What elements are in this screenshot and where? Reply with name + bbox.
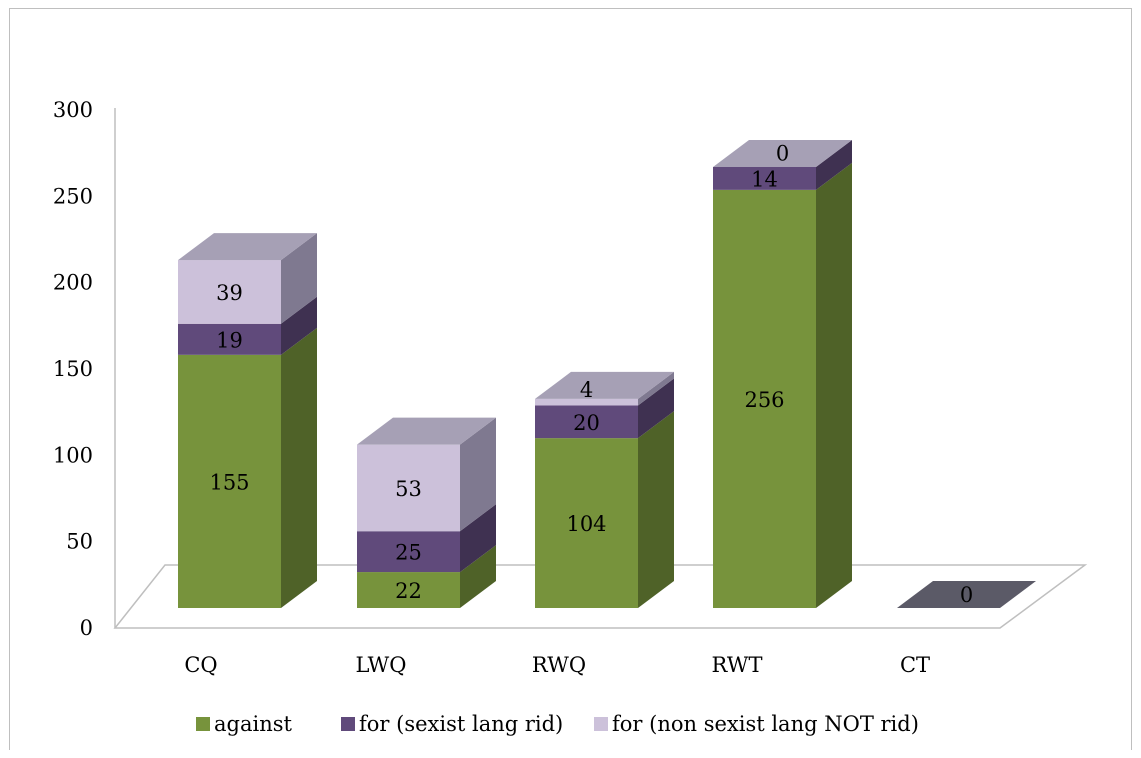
bar-segment-side: [638, 411, 674, 608]
empty-bar-base: [897, 581, 1036, 608]
bar-segment-front: [535, 405, 638, 439]
bar-segment-front: [178, 260, 281, 324]
bars: [178, 140, 1036, 608]
bar-segment-front: [357, 531, 460, 573]
x-tick-label: RWQ: [532, 653, 586, 677]
legend: against for (sexist lang rid) for (non sex…: [196, 712, 919, 736]
data-label: 53: [395, 477, 422, 501]
data-label: 104: [566, 512, 606, 536]
data-label: 22: [395, 579, 422, 603]
data-label: 0: [960, 583, 973, 607]
data-label: 19: [216, 328, 243, 352]
y-tick-label: 250: [53, 184, 93, 208]
bar-segment-front: [357, 572, 460, 608]
bar-top-face: [357, 417, 496, 445]
bar-segment-front: [357, 444, 460, 532]
bar-segment-side: [460, 417, 496, 532]
data-label: 256: [744, 388, 784, 412]
y-tick-label: 150: [53, 357, 93, 381]
y-axis: 0 50 100 150 200 250 300: [53, 98, 116, 640]
y-tick-label: 200: [53, 271, 93, 295]
data-label: 0: [776, 142, 789, 166]
legend-label: against: [214, 712, 293, 736]
legend-swatch: [196, 717, 210, 731]
y-tick-label: 300: [53, 98, 93, 122]
bar-segment-side: [281, 296, 317, 355]
legend-label: for (non sexist lang NOT rid): [612, 712, 919, 736]
bar-top-face: [178, 233, 317, 261]
bar-segment-side: [281, 233, 317, 324]
bar-top-face: [713, 140, 852, 167]
bar-segment-front: [713, 189, 816, 608]
bar-segment-side: [816, 162, 852, 608]
legend-label: for (sexist lang rid): [359, 712, 563, 736]
data-label: 25: [395, 541, 422, 565]
y-tick-label: 0: [80, 616, 93, 640]
bar-segment-side: [460, 504, 496, 573]
legend-swatch: [341, 717, 355, 731]
data-label: 155: [209, 470, 249, 494]
x-tick-label: CT: [900, 653, 930, 677]
bar-segment-front: [535, 398, 638, 406]
bar-segment-side: [638, 371, 674, 406]
bar-segment-side: [281, 327, 317, 608]
bar-segment-front: [178, 354, 281, 608]
bar-segment-side: [460, 545, 496, 608]
bar-segment-front: [713, 167, 816, 190]
data-label: 4: [580, 378, 593, 402]
bar-top-face: [535, 371, 674, 399]
data-label: 39: [216, 281, 243, 305]
data-label: 14: [751, 167, 778, 191]
bar-segment-front: [535, 438, 638, 608]
bar-segment-side: [638, 378, 674, 439]
bar-segment-front: [178, 323, 281, 355]
bar-segment-side: [816, 140, 852, 190]
x-tick-label: LWQ: [356, 653, 407, 677]
x-axis: CQ LWQ RWQ RWT CT: [184, 653, 930, 677]
y-tick-label: 50: [66, 530, 93, 554]
x-tick-label: RWT: [712, 653, 763, 677]
data-label: 20: [573, 411, 600, 435]
y-tick-label: 100: [53, 443, 93, 467]
legend-swatch: [594, 717, 608, 731]
x-tick-label: CQ: [184, 653, 217, 677]
chart-frame: [9, 8, 1132, 750]
